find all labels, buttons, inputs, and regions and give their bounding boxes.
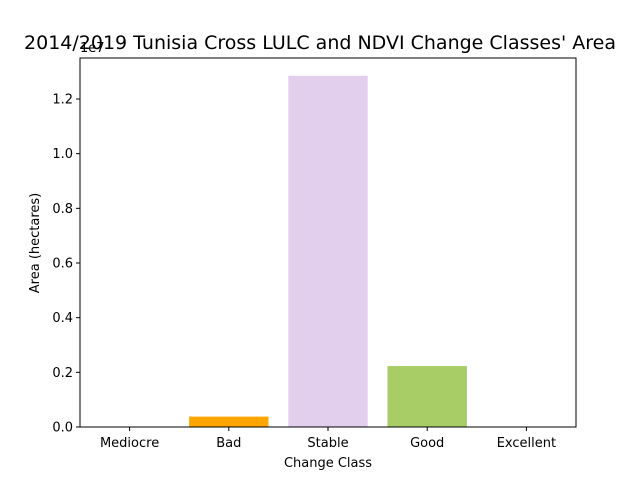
bar-good	[387, 366, 467, 427]
y-tick-label: 0.0	[52, 421, 73, 436]
chart-title: 2014/2019 Tunisia Cross LULC and NDVI Ch…	[24, 32, 616, 54]
y-tick-label: 0.6	[52, 257, 73, 272]
bar-bad	[189, 416, 269, 427]
x-tick-label: Excellent	[497, 436, 556, 451]
x-tick-label: Bad	[216, 436, 241, 451]
y-axis-label: Area (hectares)	[28, 193, 43, 293]
x-axis-ticks: Mediocre Bad Stable Good Excellent	[100, 427, 556, 451]
y-tick-label: 0.8	[52, 202, 73, 217]
bars-group	[189, 75, 467, 428]
x-tick-label: Stable	[307, 436, 348, 451]
y-tick-label: 1.2	[52, 93, 73, 108]
bar-stable	[288, 75, 368, 428]
y-tick-label: 0.2	[52, 366, 73, 381]
y-offset-label: 1e7	[80, 41, 105, 56]
x-tick-label: Mediocre	[100, 436, 159, 451]
y-tick-label: 1.0	[52, 147, 73, 162]
y-tick-label: 0.4	[52, 311, 73, 326]
x-tick-label: Good	[410, 436, 444, 451]
y-axis-ticks: 0.0 0.2 0.4 0.6 0.8 1.0 1.2	[52, 93, 80, 436]
x-axis-label: Change Class	[284, 456, 372, 471]
